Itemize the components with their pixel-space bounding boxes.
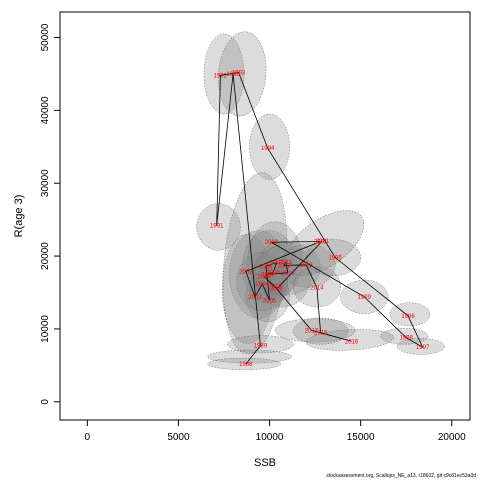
year-label-2001: 2001	[314, 240, 328, 246]
y-tick-label: 10000	[40, 315, 51, 343]
year-label-2008: 2008	[267, 270, 281, 276]
year-label-2005: 2005	[263, 299, 277, 305]
footer-caption: stockassessment.org, Scallops_NE_a13, r1…	[326, 473, 476, 479]
year-label-1998: 1998	[400, 336, 414, 342]
year-label-2000: 2000	[265, 240, 279, 246]
year-label-2014: 2014	[310, 285, 324, 291]
x-axis-title: SSB	[254, 457, 276, 469]
confidence-ellipse	[280, 243, 336, 288]
confidence-ellipse	[284, 210, 365, 276]
y-tick-label: 0	[40, 399, 51, 405]
confidence-ellipse	[249, 113, 290, 180]
year-label-2010: 2010	[281, 271, 295, 277]
year-label-1997: 1997	[416, 345, 430, 351]
year-label-1999: 1999	[358, 295, 372, 301]
year-label-2006: 2006	[259, 264, 273, 270]
year-label-1992: 1992	[214, 73, 228, 79]
year-label-2013: 2013	[299, 263, 313, 269]
year-label-1988: 1988	[239, 362, 253, 368]
confidence-ellipse	[229, 230, 289, 319]
year-label-2004: 2004	[256, 282, 270, 288]
y-tick-label: 20000	[40, 242, 51, 270]
year-label-1991: 1991	[210, 223, 224, 229]
y-tick-label: 30000	[40, 169, 51, 197]
x-tick-label: 10000	[256, 432, 284, 443]
x-tick-label: 15000	[347, 432, 375, 443]
confidence-ellipse	[389, 302, 431, 327]
year-label-1990: 1990	[226, 72, 240, 78]
confidence-ellipse	[207, 357, 281, 370]
confidence-ellipse	[203, 33, 245, 115]
year-label-2002: 2002	[239, 269, 253, 275]
y-axis: 0 10000 20000 30000 40000 50000	[40, 23, 61, 405]
year-label-2016: 2016	[345, 339, 359, 345]
confidence-ellipse	[196, 203, 241, 251]
year-label-2009: 2009	[261, 272, 275, 278]
x-axis: 0 5000 10000 15000 20000	[85, 419, 466, 443]
x-tick-label: 5000	[167, 432, 190, 443]
year-label-1995: 1995	[328, 256, 342, 262]
year-label-1996: 1996	[401, 314, 415, 320]
year-label-2020: 2020	[270, 287, 284, 293]
confidence-ellipse	[221, 233, 274, 344]
x-tick-label: 20000	[438, 432, 466, 443]
year-label-2021: 2021	[316, 239, 330, 245]
y-tick-label: 50000	[40, 23, 51, 51]
y-axis-title: R(age 3)	[13, 195, 25, 238]
year-labels: 1988 1989 1990 1991 1992 1993 1994 1995 1996 1997…	[210, 70, 430, 367]
confidence-ellipse	[218, 31, 267, 117]
year-label-1994: 1994	[261, 146, 275, 152]
year-label-2015: 2015	[314, 331, 328, 337]
year-label-2007: 2007	[270, 261, 284, 267]
confidence-ellipse	[274, 318, 356, 343]
confidence-ellipse	[254, 243, 321, 296]
year-label-2012: 2012	[277, 264, 291, 270]
year-label-2018: 2018	[268, 285, 282, 291]
year-label-1989: 1989	[254, 344, 268, 350]
y-tick-label: 40000	[40, 96, 51, 124]
trajectory-line	[216, 72, 424, 365]
year-label-2003: 2003	[248, 295, 262, 301]
year-label-2019: 2019	[257, 274, 271, 280]
year-label-2011: 2011	[280, 260, 294, 266]
x-tick-label: 0	[85, 432, 91, 443]
year-label-1993: 1993	[232, 70, 246, 76]
year-label-2017: 2017	[305, 328, 319, 334]
